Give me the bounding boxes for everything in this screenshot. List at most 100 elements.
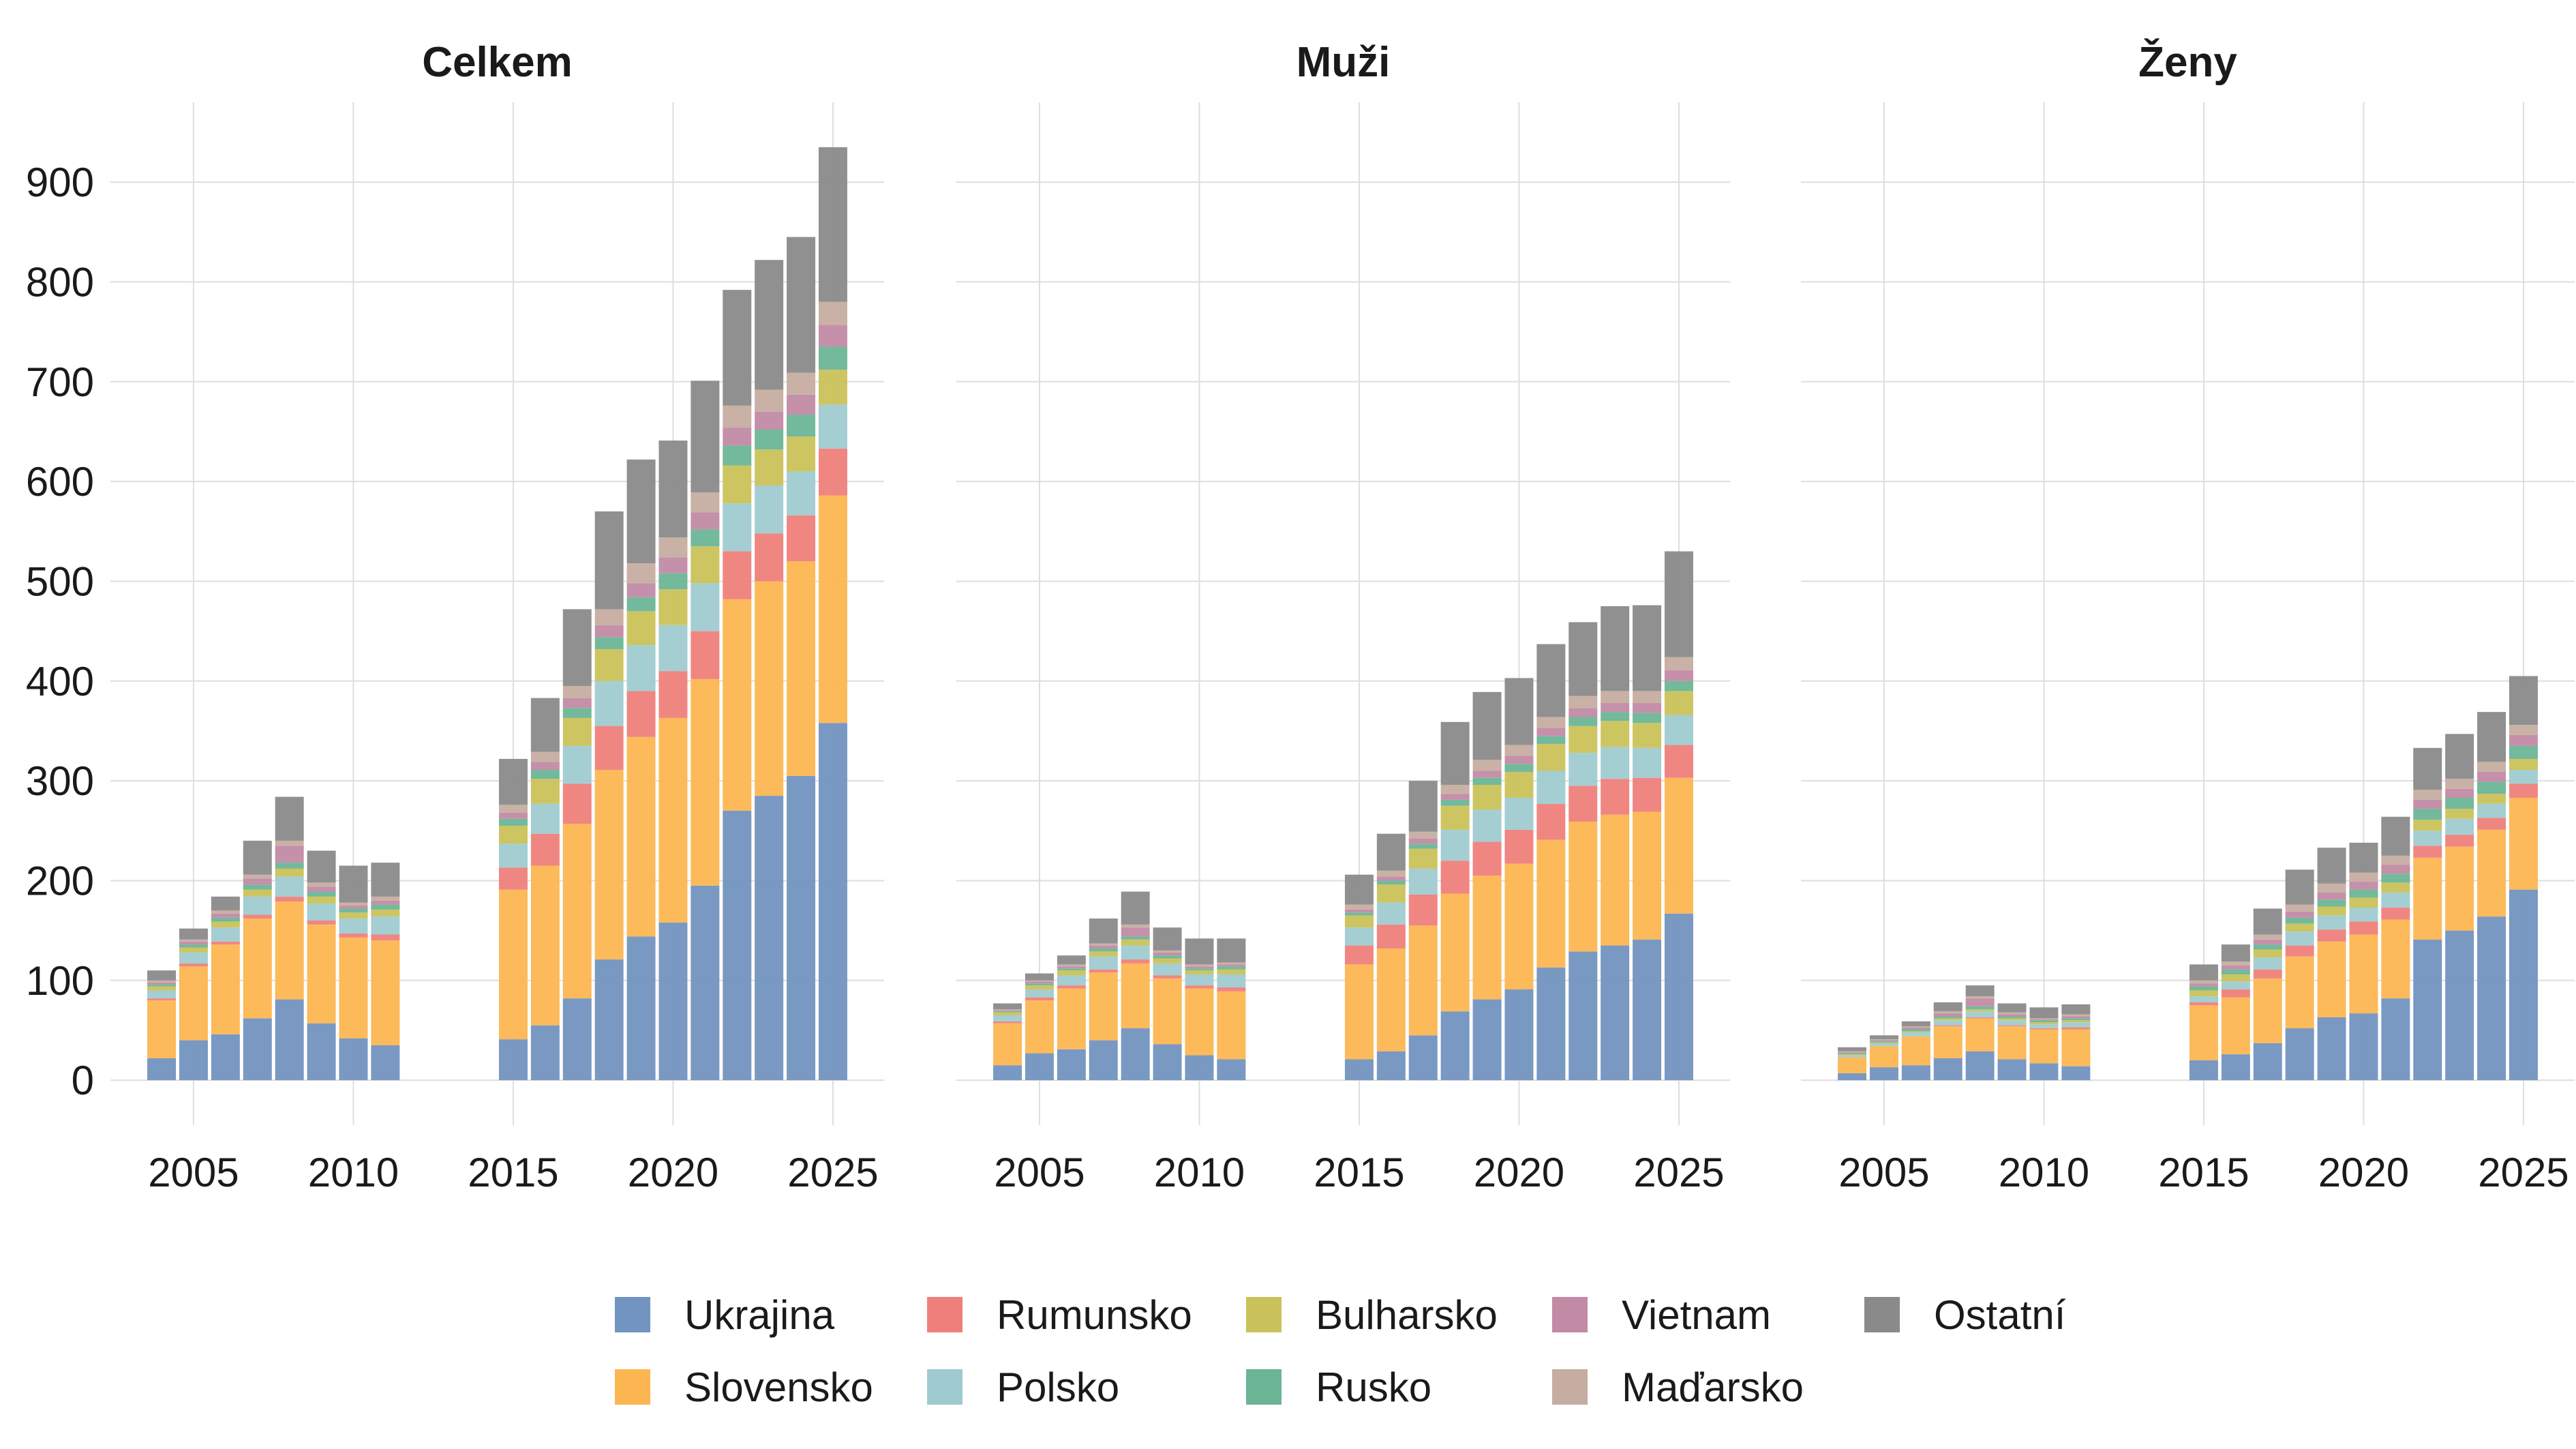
bar-segment-maďarsko	[1057, 964, 1086, 967]
bar-segment-rumunsko	[755, 533, 784, 582]
bar-segment-polsko	[530, 803, 560, 834]
x-tick-label: 2010	[308, 1150, 399, 1195]
bar-segment-ostatní	[1965, 985, 1995, 997]
bar-segment-ukrajina	[691, 885, 720, 1081]
bar-segment-polsko	[1376, 902, 1406, 925]
bar-segment-slovensko	[626, 736, 656, 937]
bar-segment-polsko	[1933, 1020, 1963, 1026]
bar-segment-polsko	[2445, 818, 2474, 835]
bar-segment-slovensko	[530, 865, 560, 1026]
y-tick-label: 100	[26, 958, 94, 1004]
bar-segment-bulharsko	[1376, 884, 1406, 903]
bars	[147, 147, 847, 1081]
bar-segment-rusko	[1344, 912, 1374, 916]
bars	[1838, 676, 2538, 1081]
bar-segment-rusko	[1869, 1041, 1898, 1043]
bar-segment-ostatní	[2477, 712, 2506, 762]
bar-segment-slovensko	[993, 1023, 1022, 1066]
bar-segment-vietnam	[1217, 964, 1246, 967]
bar-segment-ostatní	[691, 380, 720, 493]
legend-item-maďarsko: Maďarsko	[1552, 1364, 1804, 1410]
bar-segment-rumunsko	[1089, 969, 1118, 973]
bar-segment-ostatní	[993, 1003, 1022, 1010]
legend-item-rumunsko: Rumunsko	[927, 1292, 1192, 1338]
bar-segment-vietnam	[658, 557, 688, 573]
bar-segment-rumunsko	[1504, 829, 1534, 864]
bar-segment-slovensko	[1901, 1036, 1930, 1066]
bar-segment-vietnam	[1025, 981, 1054, 984]
bar-segment-ostatní	[818, 147, 847, 302]
bar-segment-rumunsko	[658, 671, 688, 718]
bar-segment-maďarsko	[530, 751, 560, 762]
x-tick-label: 2025	[1633, 1150, 1724, 1195]
bar-segment-ostatní	[530, 698, 560, 752]
bar-segment-slovensko	[2445, 846, 2474, 931]
bar-segment-maďarsko	[498, 805, 528, 813]
bar-segment-ukrajina	[723, 811, 752, 1081]
bar-segment-bulharsko	[691, 546, 720, 584]
bar-segment-ukrajina	[1504, 989, 1534, 1081]
bar-segment-bulharsko	[1601, 721, 1630, 747]
bar-segment-rumunsko	[818, 448, 847, 496]
bar-segment-ostatní	[1472, 691, 1502, 760]
bar-segment-ukrajina	[1569, 951, 1598, 1081]
legend-swatch	[1246, 1297, 1282, 1332]
bar-segment-maďarsko	[2509, 725, 2538, 735]
bar-segment-slovensko	[179, 966, 208, 1041]
bar-segment-ostatní	[1933, 1002, 1963, 1012]
bar-segment-maďarsko	[211, 910, 240, 914]
bar-segment-slovensko	[1536, 839, 1566, 968]
bar-segment-ostatní	[2221, 944, 2250, 961]
x-tick-label: 2010	[1999, 1150, 2089, 1195]
bar-segment-rusko	[787, 415, 816, 437]
bar-segment-ukrajina	[1153, 1044, 1182, 1081]
bar-segment-rusko	[498, 818, 528, 826]
bar-segment-slovensko	[498, 889, 528, 1040]
bar-segment-bulharsko	[818, 370, 847, 405]
bar-segment-slovensko	[1185, 988, 1214, 1056]
bar-segment-rusko	[275, 863, 304, 869]
bar-segment-ostatní	[371, 863, 400, 897]
bar-segment-ostatní	[2349, 842, 2378, 873]
bar-segment-bulharsko	[2349, 897, 2378, 908]
bar-segment-ukrajina	[1217, 1059, 1246, 1081]
bar-segment-ukrajina	[371, 1045, 400, 1081]
bar-segment-ostatní	[307, 850, 336, 883]
bar-segment-bulharsko	[2477, 794, 2506, 804]
bar-segment-rumunsko	[562, 783, 592, 824]
bar-segment-vietnam	[243, 878, 272, 885]
bar-segment-ukrajina	[2381, 998, 2410, 1081]
bar-segment-slovensko	[1440, 893, 1470, 1012]
bar-segment-rusko	[1965, 1006, 1995, 1010]
bar-segment-maďarsko	[2189, 980, 2218, 984]
bar-segment-ostatní	[1569, 622, 1598, 696]
bar-segment-polsko	[1344, 927, 1374, 946]
bar-segment-maďarsko	[1153, 950, 1182, 953]
bar-segment-bulharsko	[2509, 758, 2538, 771]
bar-segment-rumunsko	[1536, 803, 1566, 840]
bar-segment-bulharsko	[211, 921, 240, 928]
x-tick-label: 2020	[1474, 1150, 1564, 1195]
bar-segment-ostatní	[658, 440, 688, 538]
bar-segment-polsko	[1569, 753, 1598, 786]
bar-segment-ukrajina	[626, 936, 656, 1081]
bar-segment-vietnam	[2221, 965, 2250, 970]
bar-segment-maďarsko	[2445, 779, 2474, 789]
legend-label: Rusko	[1316, 1364, 1431, 1410]
legend-swatch	[615, 1369, 650, 1405]
bar-segment-rusko	[179, 944, 208, 948]
bar-segment-rusko	[211, 917, 240, 922]
bar-segment-maďarsko	[147, 980, 177, 983]
bar-segment-rusko	[1121, 936, 1150, 940]
bar-segment-rusko	[658, 573, 688, 590]
bar-segment-ostatní	[2061, 1004, 2091, 1015]
bar-segment-slovensko	[1933, 1026, 1963, 1058]
bar-segment-polsko	[2381, 893, 2410, 908]
bar-segment-polsko	[594, 681, 624, 726]
x-tick-label: 2025	[787, 1150, 878, 1195]
bar-segment-bulharsko	[755, 449, 784, 486]
bar-segment-rusko	[1153, 955, 1182, 959]
bar-segment-ostatní	[1601, 606, 1630, 691]
panel-title: Ženy	[2138, 39, 2237, 86]
bar-segment-ukrajina	[755, 796, 784, 1081]
